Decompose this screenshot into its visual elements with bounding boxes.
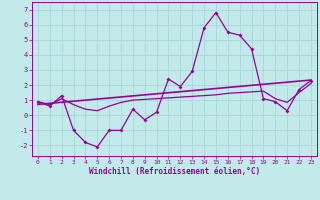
X-axis label: Windchill (Refroidissement éolien,°C): Windchill (Refroidissement éolien,°C) xyxy=(89,167,260,176)
